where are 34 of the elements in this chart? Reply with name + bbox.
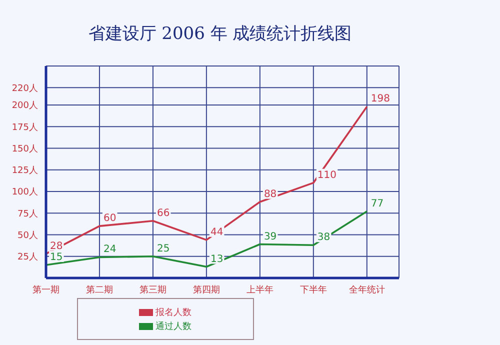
data-label: 28: [50, 240, 63, 252]
y-tick-label: 25人: [18, 252, 38, 263]
y-tick-label: 125人: [12, 165, 38, 176]
data-label: 39: [264, 231, 277, 242]
data-label: 198: [370, 94, 390, 105]
line-series: [46, 210, 368, 268]
x-tick-label: 第二期: [86, 284, 113, 296]
legend-label: 通过人数: [154, 320, 192, 333]
y-tick-label: 220人: [12, 82, 38, 94]
x-tick-label: 下半年: [300, 284, 327, 296]
y-tick-label: 50人: [18, 230, 38, 241]
data-label: 44: [210, 226, 224, 238]
x-tick-label: 全年统计: [348, 284, 385, 296]
data-label: 25: [156, 243, 170, 254]
data-label: 24: [103, 244, 116, 256]
data-label: 77: [370, 198, 384, 210]
y-tick-label: 175人: [12, 122, 38, 133]
data-label: 66: [156, 208, 170, 219]
x-tick-label: 第三期: [139, 284, 166, 296]
data-label: 88: [264, 188, 277, 200]
data-label: 110: [317, 170, 337, 181]
x-tick-label: 第一期: [32, 284, 60, 296]
legend-label: 报名人数: [154, 306, 192, 319]
y-tick-label: 75人: [18, 208, 38, 220]
x-tick-label: 上半年: [246, 284, 274, 296]
y-tick-label: 200人: [12, 100, 38, 112]
x-tick-label: 第四期: [192, 284, 220, 296]
chart-title: 省建设厅 2006 年 成绩统计折线图: [87, 23, 353, 45]
data-label: 15: [50, 252, 63, 264]
y-tick-label: 100人: [12, 186, 38, 198]
data-label: 38: [317, 232, 330, 244]
y-tick-label: 150人: [12, 143, 38, 154]
data-label: 60: [103, 213, 116, 224]
data-label: 13: [210, 254, 224, 265]
